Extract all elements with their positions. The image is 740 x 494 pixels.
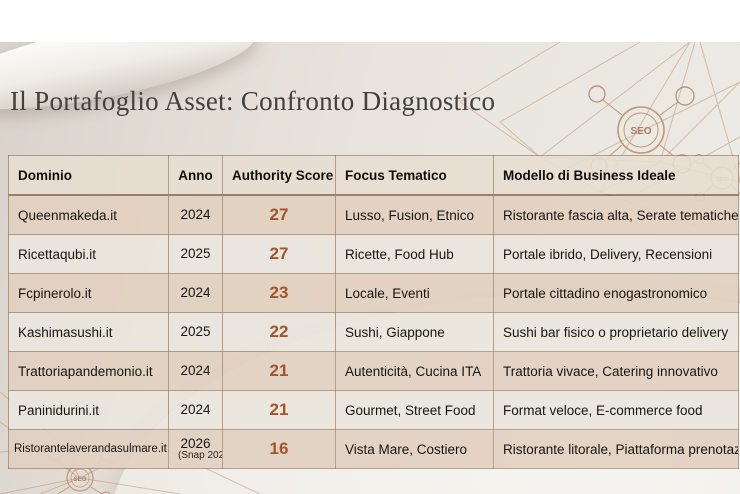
table-row: Fcpinerolo.it 2024 23 Locale, Eventi Por… <box>8 273 739 313</box>
cell-dominio: Ristorantelaverandasulmare.it <box>8 429 169 469</box>
cell-authority-score: 23 <box>222 273 336 313</box>
cell-dominio: Trattoriapandemonio.it <box>8 351 169 391</box>
cell-modello: Portale ibrido, Delivery, Recensioni <box>493 234 739 274</box>
cell-anno: 2024 <box>168 351 223 391</box>
diagnostic-table: Dominio Anno Authority Score Focus Temat… <box>8 155 739 469</box>
cell-authority-score: 27 <box>222 234 336 274</box>
cell-authority-score: 16 <box>222 429 336 469</box>
cell-focus-tematico: Gourmet, Street Food <box>335 390 494 430</box>
cell-modello: Portale cittadino enogastronomico <box>493 273 739 313</box>
photo-background: SEO SEO SEO Il Portafoglio Asset: Con <box>0 42 740 494</box>
anno-value: 2025 <box>180 323 211 339</box>
cell-anno: 2024 <box>168 273 223 313</box>
cell-modello: Ristorante litorale, Piattaforma prenota… <box>493 429 739 469</box>
cell-modello: Format veloce, E-commerce food <box>493 390 739 430</box>
table-row: Ricettaqubi.it 2025 27 Ricette, Food Hub… <box>8 234 739 274</box>
table-row: Kashimasushi.it 2025 22 Sushi, Giappone … <box>8 312 739 352</box>
seo-node-label-bottom: SEO <box>74 477 87 483</box>
cell-modello: Sushi bar fisico o proprietario delivery <box>493 312 739 352</box>
cell-focus-tematico: Sushi, Giappone <box>335 312 494 352</box>
cell-modello: Ristorante fascia alta, Serate tematiche <box>493 194 739 235</box>
cell-dominio: Kashimasushi.it <box>8 312 169 352</box>
anno-value: 2024 <box>180 362 211 378</box>
table-row: Ristorantelaverandasulmare.it 2026 (Snap… <box>8 429 739 469</box>
column-header-dominio: Dominio <box>8 155 169 196</box>
column-header-anno: Anno <box>168 155 223 196</box>
cell-anno: 2024 <box>168 390 223 430</box>
cell-dominio: Queenmakeda.it <box>8 194 169 235</box>
column-header-modello: Modello di Business Ideale <box>493 155 739 196</box>
anno-value: 2024 <box>180 206 211 222</box>
column-header-authority-score: Authority Score <box>222 155 336 196</box>
cell-focus-tematico: Locale, Eventi <box>335 273 494 313</box>
cell-anno: 2025 <box>168 312 223 352</box>
column-header-focus-tematico: Focus Tematico <box>335 155 494 196</box>
cell-focus-tematico: Vista Mare, Costiero <box>335 429 494 469</box>
table-header: Dominio Anno Authority Score Focus Temat… <box>8 155 739 196</box>
anno-value: 2025 <box>180 245 211 261</box>
cell-anno: 2024 <box>168 194 223 235</box>
cell-dominio: Paninidurini.it <box>8 390 169 430</box>
table-row: Paninidurini.it 2024 21 Gourmet, Street … <box>8 390 739 430</box>
table-body: Queenmakeda.it 2024 27 Lusso, Fusion, Et… <box>8 194 739 469</box>
cell-focus-tematico: Lusso, Fusion, Etnico <box>335 194 494 235</box>
cell-authority-score: 21 <box>222 351 336 391</box>
cell-anno: 2026 (Snap 2020) <box>168 429 223 469</box>
table-row: Trattoriapandemonio.it 2024 21 Autentici… <box>8 351 739 391</box>
cell-authority-score: 21 <box>222 390 336 430</box>
cell-authority-score: 22 <box>222 312 336 352</box>
anno-note: (Snap 2020) <box>178 449 222 461</box>
anno-value: 2026 <box>180 435 211 451</box>
cell-focus-tematico: Ricette, Food Hub <box>335 234 494 274</box>
cell-dominio: Ricettaqubi.it <box>8 234 169 274</box>
cell-modello: Trattoria vivace, Catering innovativo <box>493 351 739 391</box>
anno-value: 2024 <box>180 284 211 300</box>
table-row: Queenmakeda.it 2024 27 Lusso, Fusion, Et… <box>8 194 739 235</box>
cell-anno: 2025 <box>168 234 223 274</box>
cell-focus-tematico: Autenticità, Cucina ITA <box>335 351 494 391</box>
page-title: Il Portafoglio Asset: Confronto Diagnost… <box>10 86 496 116</box>
cell-dominio: Fcpinerolo.it <box>8 273 169 313</box>
cell-authority-score: 27 <box>222 194 336 235</box>
anno-value: 2024 <box>180 401 211 417</box>
seo-node-label-large: SEO <box>630 126 651 137</box>
